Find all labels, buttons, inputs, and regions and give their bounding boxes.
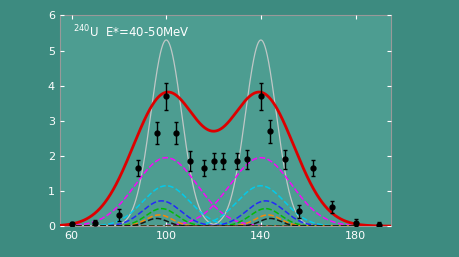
Text: $^{240}$U  E*=40-50MeV: $^{240}$U E*=40-50MeV xyxy=(73,24,190,40)
